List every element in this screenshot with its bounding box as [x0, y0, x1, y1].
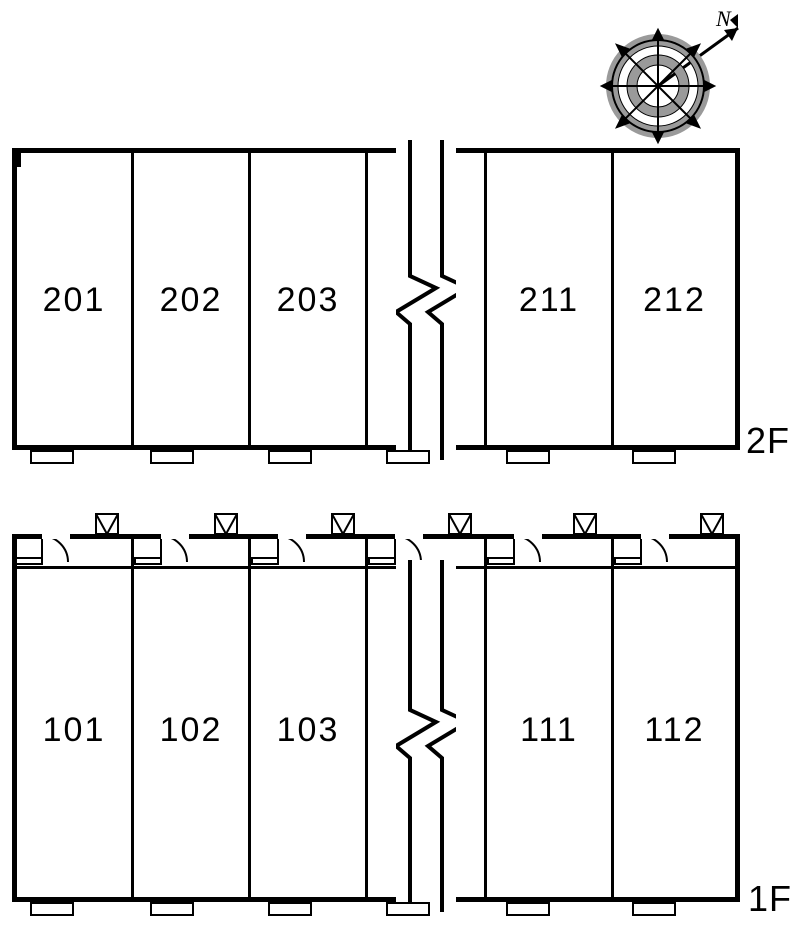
unit-label: 103 — [251, 711, 365, 750]
unit-211: 211 — [484, 148, 614, 450]
floor-label-1f: 1F — [748, 878, 792, 920]
compass-rose: N — [588, 8, 758, 158]
break-mark-1f — [396, 560, 456, 912]
balcony — [386, 902, 430, 916]
unit-203: 203 — [248, 148, 368, 450]
balcony — [632, 902, 676, 916]
unit-label: 211 — [487, 281, 611, 320]
unit-label: 202 — [134, 281, 248, 320]
unit-label: 101 — [17, 711, 131, 750]
unit-label: 112 — [614, 711, 735, 750]
balcony — [30, 450, 74, 464]
balcony — [30, 902, 74, 916]
balcony — [506, 902, 550, 916]
balcony — [632, 450, 676, 464]
balcony — [150, 902, 194, 916]
balcony — [506, 450, 550, 464]
unit-212: 212 — [611, 148, 740, 450]
unit-112: 112 — [611, 534, 740, 902]
unit-202: 202 — [131, 148, 251, 450]
unit-111: 111 — [484, 534, 614, 902]
unit-label: 111 — [487, 711, 611, 750]
unit-103: 103 — [248, 534, 368, 902]
unit-201: 201 — [12, 148, 134, 450]
balcony — [268, 902, 312, 916]
unit-label: 203 — [251, 281, 365, 320]
unit-label: 212 — [614, 281, 735, 320]
unit-101: 101 — [12, 534, 134, 902]
balcony — [386, 450, 430, 464]
unit-label: 102 — [134, 711, 248, 750]
balcony — [268, 450, 312, 464]
floor-label-2f: 2F — [746, 420, 790, 462]
unit-102: 102 — [131, 534, 251, 902]
floorplan-canvas: N 20 — [0, 0, 800, 942]
balcony — [150, 450, 194, 464]
unit-label: 201 — [17, 281, 131, 320]
break-mark-2f — [396, 140, 456, 460]
compass-north-label: N — [715, 8, 732, 31]
